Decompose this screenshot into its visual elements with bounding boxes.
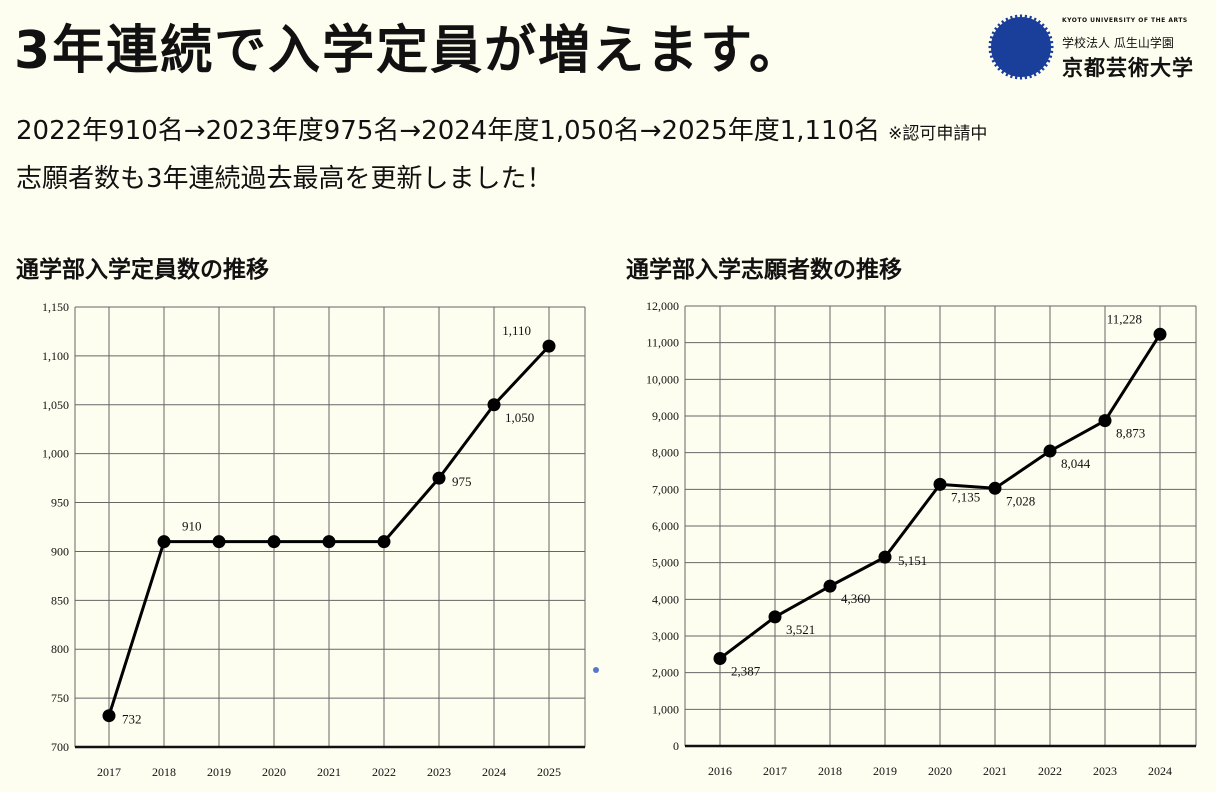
- data-label: 8,873: [1116, 426, 1145, 441]
- y-tick-label: 5,000: [652, 556, 679, 570]
- data-label: 910: [182, 519, 202, 534]
- y-tick-label: 11,000: [646, 336, 679, 350]
- data-label: 975: [452, 474, 472, 489]
- data-point: [157, 535, 171, 549]
- applicants-summary: 志願者数も3年連続過去最高を更新しました！: [16, 164, 553, 194]
- data-label: 5,151: [898, 553, 927, 568]
- data-point: [1153, 327, 1167, 341]
- y-tick-label: 950: [51, 496, 69, 510]
- data-label: 2,387: [731, 663, 761, 678]
- x-tick-label: 2024: [482, 765, 506, 779]
- y-tick-label: 700: [51, 740, 69, 754]
- x-tick-label: 2024: [1148, 764, 1172, 778]
- y-tick-label: 1,050: [42, 398, 69, 412]
- logo-mark-icon: [988, 14, 1054, 80]
- data-label: 1,110: [502, 323, 531, 338]
- y-tick-label: 750: [51, 691, 69, 705]
- x-tick-label: 2016: [708, 764, 732, 778]
- x-tick-label: 2025: [537, 765, 561, 779]
- x-tick-label: 2023: [427, 765, 451, 779]
- data-label: 8,044: [1061, 456, 1091, 471]
- enrollment-summary: 2022年910名→2023年度975名→2024年度1,050名→2025年度…: [16, 110, 987, 147]
- y-tick-label: 6,000: [652, 519, 679, 533]
- logo-corporation-name: 学校法人 瓜生山学園: [1062, 36, 1174, 50]
- y-tick-label: 3,000: [652, 629, 679, 643]
- x-tick-label: 2018: [152, 765, 176, 779]
- applicants-line-chart: 0 1,000 2,000 3,000 4,000 5,000 6,000 7,000 8,00…: [646, 299, 1197, 778]
- chart-title-capacity: 通学部入学定員数の推移: [16, 257, 269, 283]
- x-tick-label: 2021: [983, 764, 1007, 778]
- data-point: [768, 610, 782, 624]
- y-tick-label: 800: [51, 642, 69, 656]
- x-tick-label: 2020: [262, 765, 286, 779]
- data-point: [1043, 444, 1057, 458]
- capacity-line-chart: 700 750 800 850 900 950 1,000 1,050 1,100 1,150 20…: [42, 300, 586, 779]
- y-tick-label: 4,000: [652, 592, 679, 606]
- data-label: 7,135: [951, 489, 980, 504]
- data-point: [823, 579, 837, 593]
- y-tick-label: 7,000: [652, 482, 679, 496]
- data-label: 1,050: [505, 410, 534, 425]
- y-tick-label: 12,000: [646, 299, 679, 313]
- x-tick-label: 2023: [1093, 764, 1117, 778]
- data-point: [212, 535, 226, 549]
- data-point: [267, 535, 281, 549]
- y-tick-label: 10,000: [646, 372, 679, 386]
- x-tick-label: 2017: [97, 765, 121, 779]
- y-tick-label: 8,000: [652, 446, 679, 460]
- y-tick-label: 900: [51, 544, 69, 558]
- data-label: 3,521: [786, 622, 815, 637]
- data-point: [322, 535, 336, 549]
- data-point: [878, 550, 892, 564]
- logo-university-name: 京都芸術大学: [1062, 56, 1194, 80]
- data-point: [933, 477, 947, 491]
- data-label: 4,360: [841, 591, 870, 606]
- data-point: [102, 709, 116, 723]
- y-tick-label: 9,000: [652, 409, 679, 423]
- data-label: 11,228: [1107, 311, 1142, 326]
- enrollment-summary-text: 2022年910名→2023年度975名→2024年度1,050名→2025年度…: [16, 116, 881, 146]
- approval-note: ※認可申請中: [888, 124, 988, 144]
- chart-title-applicants: 通学部入学志願者数の推移: [626, 257, 902, 283]
- y-tick-label: 1,150: [42, 300, 69, 314]
- x-tick-label: 2018: [818, 764, 842, 778]
- data-point: [377, 535, 391, 549]
- y-tick-label: 0: [673, 739, 679, 753]
- data-label: 732: [122, 712, 142, 727]
- data-point: [713, 651, 727, 665]
- y-tick-label: 1,000: [42, 447, 69, 461]
- x-tick-label: 2019: [873, 764, 897, 778]
- data-point: [988, 481, 1002, 495]
- x-tick-label: 2022: [372, 765, 396, 779]
- x-tick-label: 2020: [928, 764, 952, 778]
- data-point: [1098, 414, 1112, 428]
- x-tick-label: 2022: [1038, 764, 1062, 778]
- data-point: [432, 471, 446, 485]
- x-tick-label: 2021: [317, 765, 341, 779]
- decorative-dot: [593, 667, 599, 673]
- university-logo: KYOTO UNIVERSITY OF THE ARTS 学校法人 瓜生山学園 …: [988, 14, 1202, 84]
- y-tick-label: 2,000: [652, 666, 679, 680]
- logo-english-name: KYOTO UNIVERSITY OF THE ARTS: [1062, 17, 1188, 24]
- x-tick-label: 2017: [763, 764, 787, 778]
- y-tick-label: 1,000: [652, 702, 679, 716]
- data-point: [487, 398, 501, 412]
- data-label: 7,028: [1006, 493, 1035, 508]
- x-tick-label: 2019: [207, 765, 231, 779]
- y-tick-label: 1,100: [42, 349, 69, 363]
- data-point: [542, 339, 556, 353]
- y-tick-label: 850: [51, 593, 69, 607]
- page-title: 3年連続で入学定員が増えます。: [14, 21, 803, 81]
